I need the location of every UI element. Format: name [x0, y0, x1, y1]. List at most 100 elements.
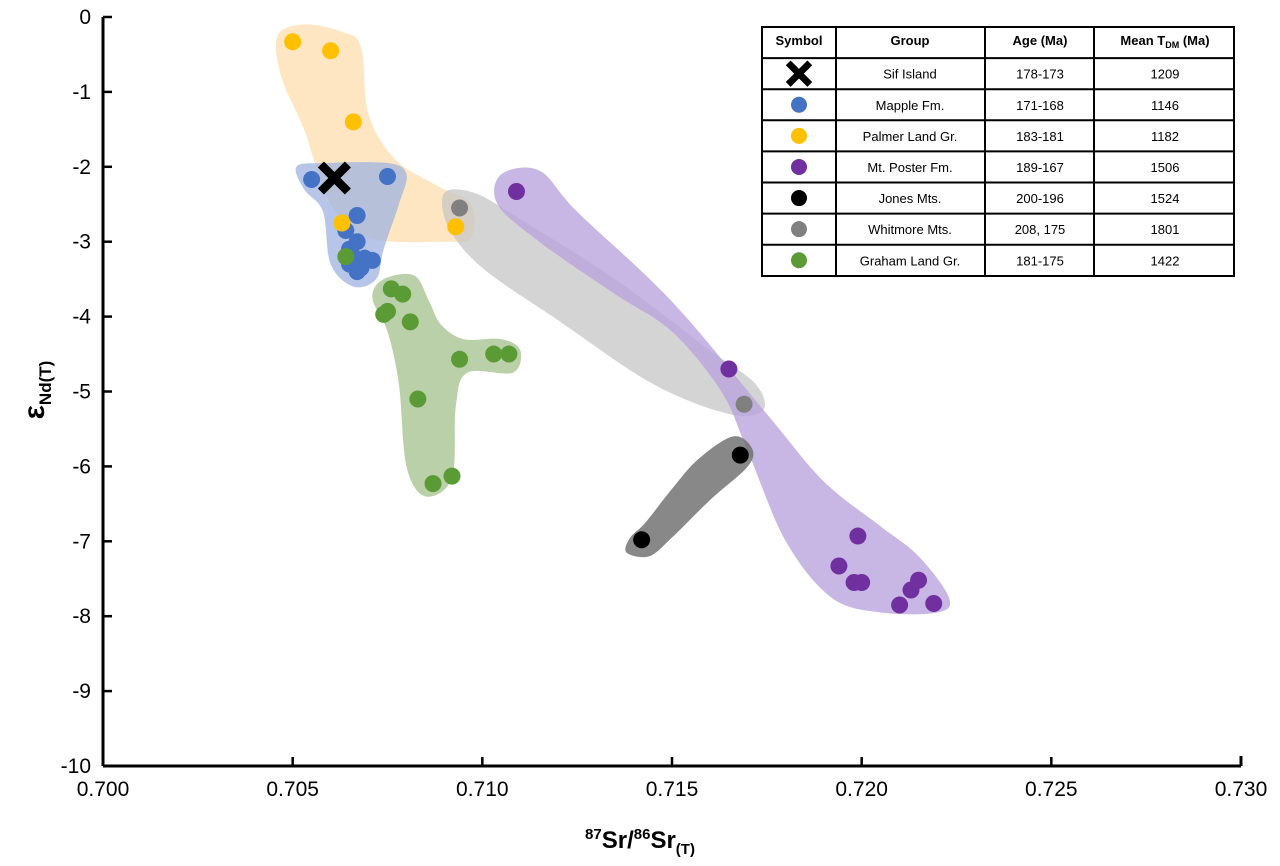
graham-land-gr-point [451, 350, 469, 368]
legend-whitmore-mts-point [791, 221, 807, 238]
legend-group-label: Palmer Land Gr. [863, 129, 958, 144]
legend-grid-lines [762, 27, 1234, 276]
y-tick-label: -4 [72, 306, 91, 329]
mt-poster-fm-point [507, 183, 525, 201]
y-axis-title-sub: Nd(T) [36, 361, 55, 405]
legend-rows: Sif Island 178-173 1209 Mapple Fm. 171-168 11… [785, 60, 1180, 269]
x-tick-label: 0.705 [266, 778, 319, 801]
graham-land-gr-point [401, 313, 419, 331]
legend-tdm-label: 1422 [1151, 253, 1180, 268]
legend-jones-mts-point [791, 190, 807, 207]
y-axis-title-main: ε [18, 405, 51, 419]
y-tick-label: -1 [72, 81, 91, 104]
legend-age-label: 181-175 [1016, 253, 1064, 268]
graham-land-gr-point [500, 345, 518, 363]
y-tick-label: -3 [72, 231, 91, 254]
data-points [284, 33, 943, 614]
x-tick-label: 0.715 [646, 778, 699, 801]
mapple-fm-point [348, 206, 366, 224]
legend-group-label: Whitmore Mts. [868, 222, 952, 237]
y-tick-label: -6 [72, 455, 91, 478]
mt-poster-fm-point [891, 596, 909, 614]
axes: 0.700 0.705 0.710 0.715 0.720 0.725 0.730 0 -1 -2… [61, 6, 1268, 801]
legend-age-label: 200-196 [1016, 191, 1064, 206]
x-tick-label: 0.730 [1215, 778, 1268, 801]
legend-tdm-label: 1524 [1151, 191, 1180, 206]
mt-poster-fm-point [853, 573, 871, 591]
x-axis-title-sub: (T) [676, 841, 695, 858]
legend-header-group: Group [891, 33, 930, 48]
x-axis-title-t2: Sr [650, 827, 675, 854]
field-whitmore-mts- [441, 189, 766, 417]
palmer-land-gr-point [322, 42, 340, 60]
palmer-land-gr-point [284, 33, 302, 51]
mapple-fm-point [303, 171, 321, 189]
legend-group-label: Graham Land Gr. [860, 253, 960, 268]
legend-header-tdm-main: Mean T [1120, 33, 1165, 48]
mt-poster-fm-point [720, 360, 738, 378]
y-axis-title: εNd(T) [18, 361, 55, 420]
graham-land-gr-point [485, 345, 503, 363]
legend-header-symbol: Symbol [776, 33, 823, 48]
x-axis-title-sup1: 87 [585, 826, 602, 843]
sif-island-x-marker [317, 161, 351, 195]
y-tick-label: -8 [72, 605, 91, 628]
graham-land-gr-point [409, 390, 427, 408]
mt-poster-fm-point [849, 527, 867, 545]
y-tick-label: -7 [72, 530, 91, 553]
x-tick-label: 0.710 [456, 778, 509, 801]
legend-mt-poster-fm-point [791, 158, 807, 175]
graham-land-gr-point [424, 475, 442, 493]
legend-header-tdm: Mean TDM (Ma) [1120, 33, 1209, 50]
legend-tdm-label: 1182 [1151, 129, 1179, 144]
graham-land-gr-point [337, 248, 355, 266]
legend-group-label: Sif Island [883, 67, 936, 82]
mt-poster-fm-point [925, 594, 943, 612]
y-tick-label: -5 [72, 381, 91, 404]
palmer-land-gr-point [333, 214, 351, 232]
mapple-fm-point [348, 263, 366, 281]
y-tick-label: -2 [72, 156, 91, 179]
legend-age-label: 171-168 [1016, 98, 1064, 113]
legend-sif-island-x-marker [785, 60, 813, 87]
legend-graham-land-gr-point [791, 252, 807, 269]
y-tick-label: 0 [79, 6, 91, 29]
x-axis-title-t1: Sr/ [602, 827, 634, 854]
y-tick-label: -10 [61, 755, 91, 778]
legend-mapple-fm-point [791, 96, 807, 113]
y-tick-label: -9 [72, 680, 91, 703]
graham-land-gr-point [443, 467, 461, 485]
legend-header-age: Age (Ma) [1013, 33, 1068, 48]
palmer-land-gr-point [447, 218, 465, 236]
x-tick-label: 0.720 [835, 778, 888, 801]
whitmore-mts-point [735, 395, 753, 413]
x-axis-title-sup2: 86 [634, 826, 651, 843]
whitmore-mts-point [451, 199, 469, 217]
graham-land-gr-point [375, 305, 393, 323]
field-jones-mts- [625, 436, 754, 558]
palmer-land-gr-point [344, 113, 362, 131]
mapple-fm-point [379, 168, 396, 186]
mt-poster-fm-point [830, 557, 848, 575]
jones-mts-point [633, 531, 651, 549]
jones-mts-point [731, 446, 749, 464]
legend-age-label: 208, 175 [1015, 222, 1066, 237]
mt-poster-fm-point [902, 581, 920, 599]
x-tick-label: 0.700 [77, 778, 130, 801]
legend-group-label: Mt. Poster Fm. [867, 160, 952, 175]
x-tick-label: 0.725 [1025, 778, 1078, 801]
legend-group-label: Jones Mts. [879, 191, 942, 206]
legend-tdm-label: 1801 [1151, 222, 1180, 237]
graham-land-gr-point [394, 285, 412, 303]
legend-palmer-land-gr-point [791, 127, 807, 144]
legend-tdm-label: 1506 [1151, 160, 1180, 175]
legend-group-label: Mapple Fm. [876, 98, 945, 113]
field-mt-poster-fm- [494, 167, 951, 615]
legend-header-tdm-sub: DM [1165, 40, 1179, 50]
legend-age-label: 183-181 [1016, 129, 1064, 144]
legend-header-tdm-unit: (Ma) [1179, 33, 1209, 48]
x-axis-title: 87Sr/86Sr(T) [585, 826, 695, 858]
legend-age-label: 189-167 [1016, 160, 1064, 175]
legend-age-label: 178-173 [1016, 67, 1064, 82]
